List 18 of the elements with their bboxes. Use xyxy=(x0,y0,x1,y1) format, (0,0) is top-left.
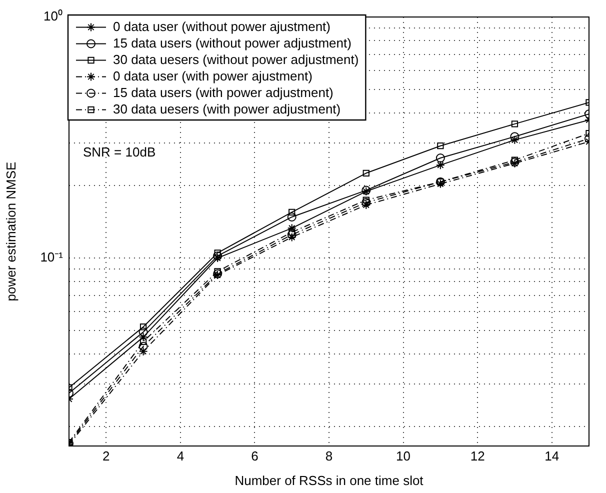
legend-label: 15 data users (with power adjustment) xyxy=(113,84,334,100)
y-axis-title: power estimation NMSE xyxy=(3,161,18,302)
x-tick-label: 10 xyxy=(396,448,411,464)
x-tick-label: 8 xyxy=(325,448,333,464)
legend-label: 30 data uesers (without power adjustment) xyxy=(113,52,359,67)
x-tick-label: 2 xyxy=(102,448,110,464)
x-tick-label: 6 xyxy=(251,448,258,464)
legend-label: 0 data user (without power ajustment) xyxy=(113,18,330,34)
x-tick-label: 12 xyxy=(470,448,485,464)
x-axis-title: Number of RSSs in one time slot xyxy=(234,472,424,488)
annotation: SNR = 10dB xyxy=(83,144,156,160)
x-tick-label: 14 xyxy=(544,448,560,464)
legend-label: 30 data uesers (with power adjustment) xyxy=(113,101,341,116)
y-tick-label: 10⁰ xyxy=(44,8,63,24)
legend-label: 15 data users (without power adjustment) xyxy=(113,35,352,50)
x-tick-label: 4 xyxy=(176,448,184,464)
y-tick-label: 10⁻¹ xyxy=(40,250,64,265)
legend-label: 0 data user (with power ajustment) xyxy=(113,68,312,84)
